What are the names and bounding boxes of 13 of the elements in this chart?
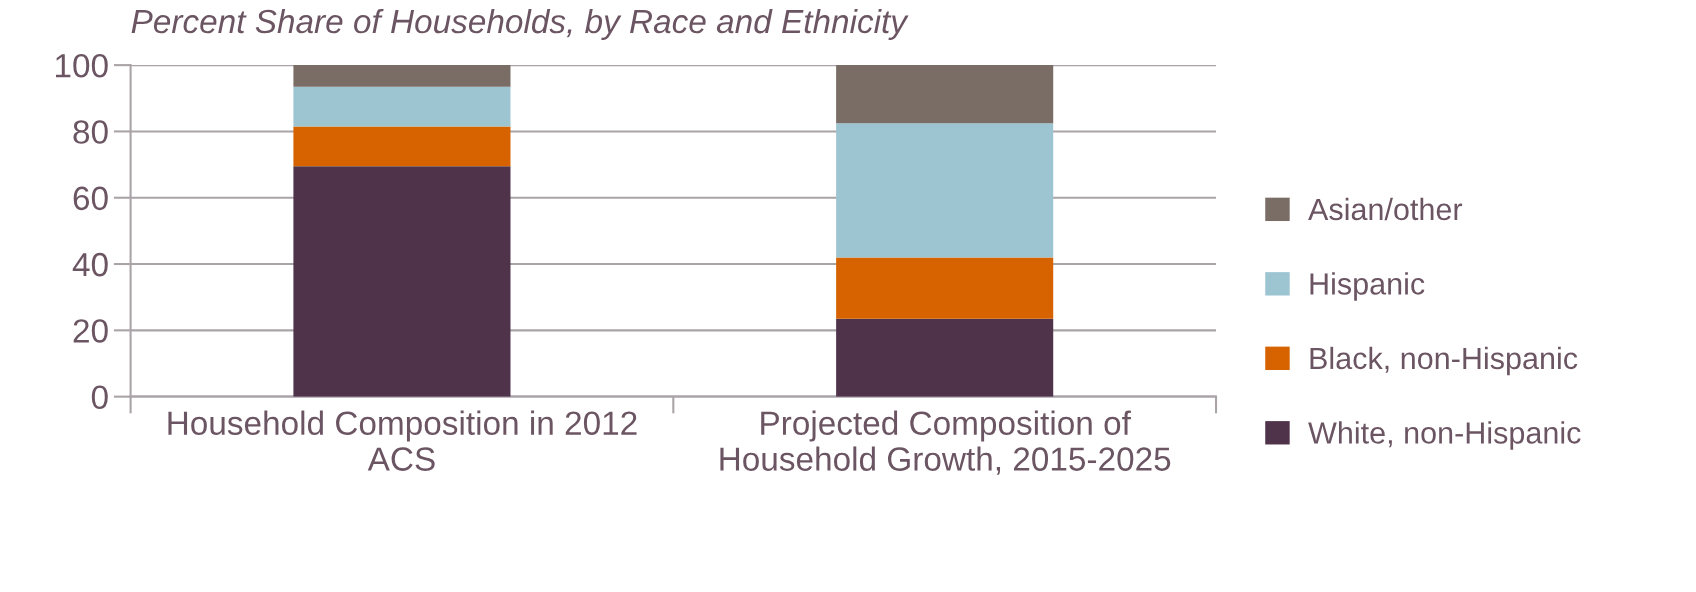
y-tick-label: 60 (73, 186, 108, 211)
x-tick-label: Household Composition in 2012 ACS (168, 410, 637, 471)
legend-label: White, non-Hispanic (1308, 421, 1581, 450)
y-tick-label: 80 (73, 120, 108, 144)
y-tick-label: 20 (73, 319, 108, 343)
legend-label: Black, non-Hispanic (1310, 346, 1578, 376)
legend-label: Hispanic (1310, 272, 1425, 301)
chart-title: Percent Share of Households, by Race and Ethnicity (131, 8, 909, 40)
x-tick-label: Projected Composition of Household Growth, 2015-2025 (720, 410, 1171, 475)
y-tick-label: 100 (56, 53, 108, 78)
legend-label: Asian/other (1308, 197, 1463, 221)
y-tick-label: 0 (91, 385, 108, 410)
y-tick-label: 40 (72, 252, 108, 277)
